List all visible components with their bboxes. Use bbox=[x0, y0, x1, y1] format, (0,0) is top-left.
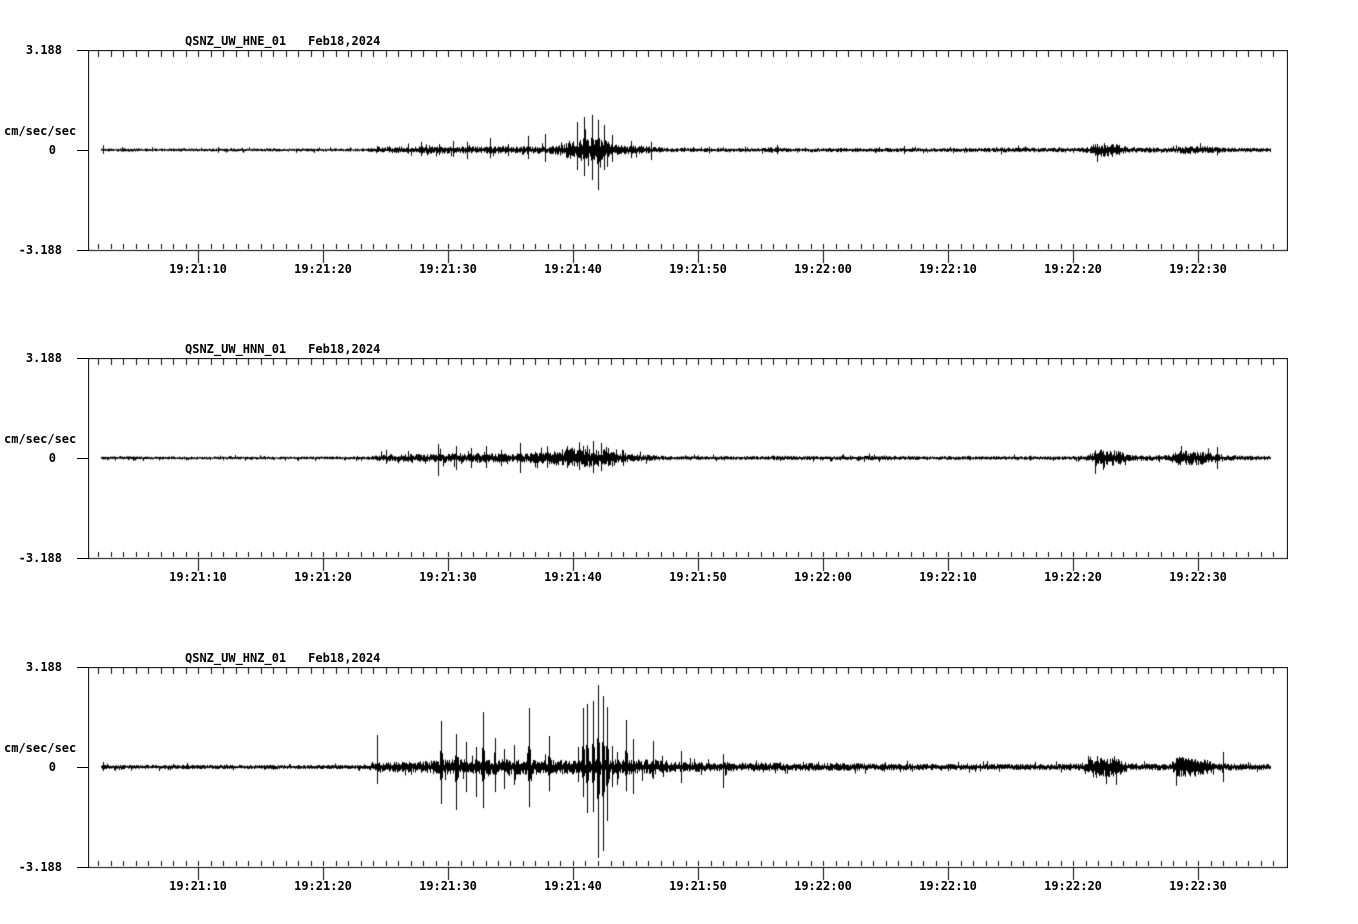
x-tick-label: 19:22:20 bbox=[1044, 570, 1102, 584]
y-axis-tick bbox=[77, 250, 88, 251]
seismogram-canvas-hne bbox=[88, 50, 1288, 266]
seismogram-plot-hne: QSNZ_UW_HNE_01 Feb18,2024 3.188 cm/sec/se… bbox=[0, 34, 1358, 290]
y-axis-tick bbox=[77, 358, 88, 359]
x-tick-label: 19:22:20 bbox=[1044, 262, 1102, 276]
x-tick-label: 19:21:50 bbox=[669, 879, 727, 893]
y-axis-min-label: -3.188 bbox=[18, 860, 62, 874]
plot-title-date: Feb18,2024 bbox=[308, 342, 381, 356]
y-axis-min-label: -3.188 bbox=[18, 551, 62, 565]
y-axis-unit-label: cm/sec/sec bbox=[4, 741, 77, 755]
x-tick-label: 19:22:30 bbox=[1169, 262, 1227, 276]
x-tick-label: 19:21:40 bbox=[544, 879, 602, 893]
y-axis-max-label: 3.188 bbox=[25, 660, 62, 674]
y-axis-min-label: -3.188 bbox=[18, 243, 62, 257]
x-tick-label: 19:21:40 bbox=[544, 570, 602, 584]
x-tick-label: 19:22:10 bbox=[919, 262, 977, 276]
plot-title-station: QSNZ_UW_HNZ_01 bbox=[185, 651, 287, 665]
seismogram-canvas-hnz bbox=[88, 667, 1288, 883]
y-axis-tick bbox=[77, 767, 88, 768]
plot-title-station: QSNZ_UW_HNN_01 bbox=[185, 342, 287, 356]
x-tick-label: 19:22:00 bbox=[794, 570, 852, 584]
y-axis-tick bbox=[77, 558, 88, 559]
plot-title-date: Feb18,2024 bbox=[308, 651, 381, 665]
plot-title: QSNZ_UW_HNN_01 Feb18,2024 bbox=[185, 342, 380, 356]
x-tick-label: 19:21:50 bbox=[669, 262, 727, 276]
x-tick-label: 19:22:30 bbox=[1169, 879, 1227, 893]
x-tick-label: 19:22:30 bbox=[1169, 570, 1227, 584]
y-axis-unit-label: cm/sec/sec bbox=[4, 124, 77, 138]
x-tick-label: 19:21:20 bbox=[294, 879, 352, 893]
y-axis-tick bbox=[77, 150, 88, 151]
seismogram-canvas-hnn bbox=[88, 358, 1288, 574]
y-axis-unit-label: cm/sec/sec bbox=[4, 432, 77, 446]
y-axis-tick bbox=[77, 50, 88, 51]
x-tick-label: 19:22:10 bbox=[919, 570, 977, 584]
x-tick-label: 19:22:00 bbox=[794, 879, 852, 893]
x-tick-label: 19:21:30 bbox=[419, 262, 477, 276]
y-axis-zero-label: 0 bbox=[48, 143, 56, 157]
x-tick-label: 19:21:20 bbox=[294, 262, 352, 276]
y-axis-zero-label: 0 bbox=[48, 451, 56, 465]
x-tick-label: 19:22:20 bbox=[1044, 879, 1102, 893]
plot-title-date: Feb18,2024 bbox=[308, 34, 381, 48]
y-axis-max-label: 3.188 bbox=[25, 43, 62, 57]
x-tick-label: 19:21:30 bbox=[419, 879, 477, 893]
plot-title: QSNZ_UW_HNZ_01 Feb18,2024 bbox=[185, 651, 380, 665]
x-tick-label: 19:21:10 bbox=[169, 879, 227, 893]
x-tick-label: 19:21:10 bbox=[169, 262, 227, 276]
seismogram-plot-hnz: QSNZ_UW_HNZ_01 Feb18,2024 3.188 cm/sec/se… bbox=[0, 651, 1358, 907]
x-tick-label: 19:21:30 bbox=[419, 570, 477, 584]
x-tick-label: 19:21:40 bbox=[544, 262, 602, 276]
x-tick-label: 19:21:10 bbox=[169, 570, 227, 584]
seismogram-plot-hnn: QSNZ_UW_HNN_01 Feb18,2024 3.188 cm/sec/se… bbox=[0, 342, 1358, 598]
x-tick-label: 19:22:10 bbox=[919, 879, 977, 893]
x-tick-label: 19:22:00 bbox=[794, 262, 852, 276]
y-axis-tick bbox=[77, 667, 88, 668]
plot-title: QSNZ_UW_HNE_01 Feb18,2024 bbox=[185, 34, 380, 48]
plot-title-station: QSNZ_UW_HNE_01 bbox=[185, 34, 287, 48]
x-tick-label: 19:21:50 bbox=[669, 570, 727, 584]
x-tick-label: 19:21:20 bbox=[294, 570, 352, 584]
y-axis-tick bbox=[77, 458, 88, 459]
y-axis-max-label: 3.188 bbox=[25, 351, 62, 365]
y-axis-tick bbox=[77, 867, 88, 868]
y-axis-zero-label: 0 bbox=[48, 760, 56, 774]
